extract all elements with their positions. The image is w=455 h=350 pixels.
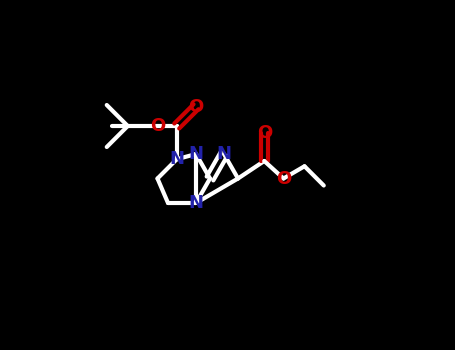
Text: N: N xyxy=(169,150,184,168)
Text: O: O xyxy=(257,124,272,142)
Text: N: N xyxy=(188,145,203,163)
Text: N: N xyxy=(217,145,232,163)
Text: O: O xyxy=(150,117,165,135)
Text: O: O xyxy=(188,98,204,116)
Text: N: N xyxy=(188,194,203,212)
Text: O: O xyxy=(276,169,291,188)
